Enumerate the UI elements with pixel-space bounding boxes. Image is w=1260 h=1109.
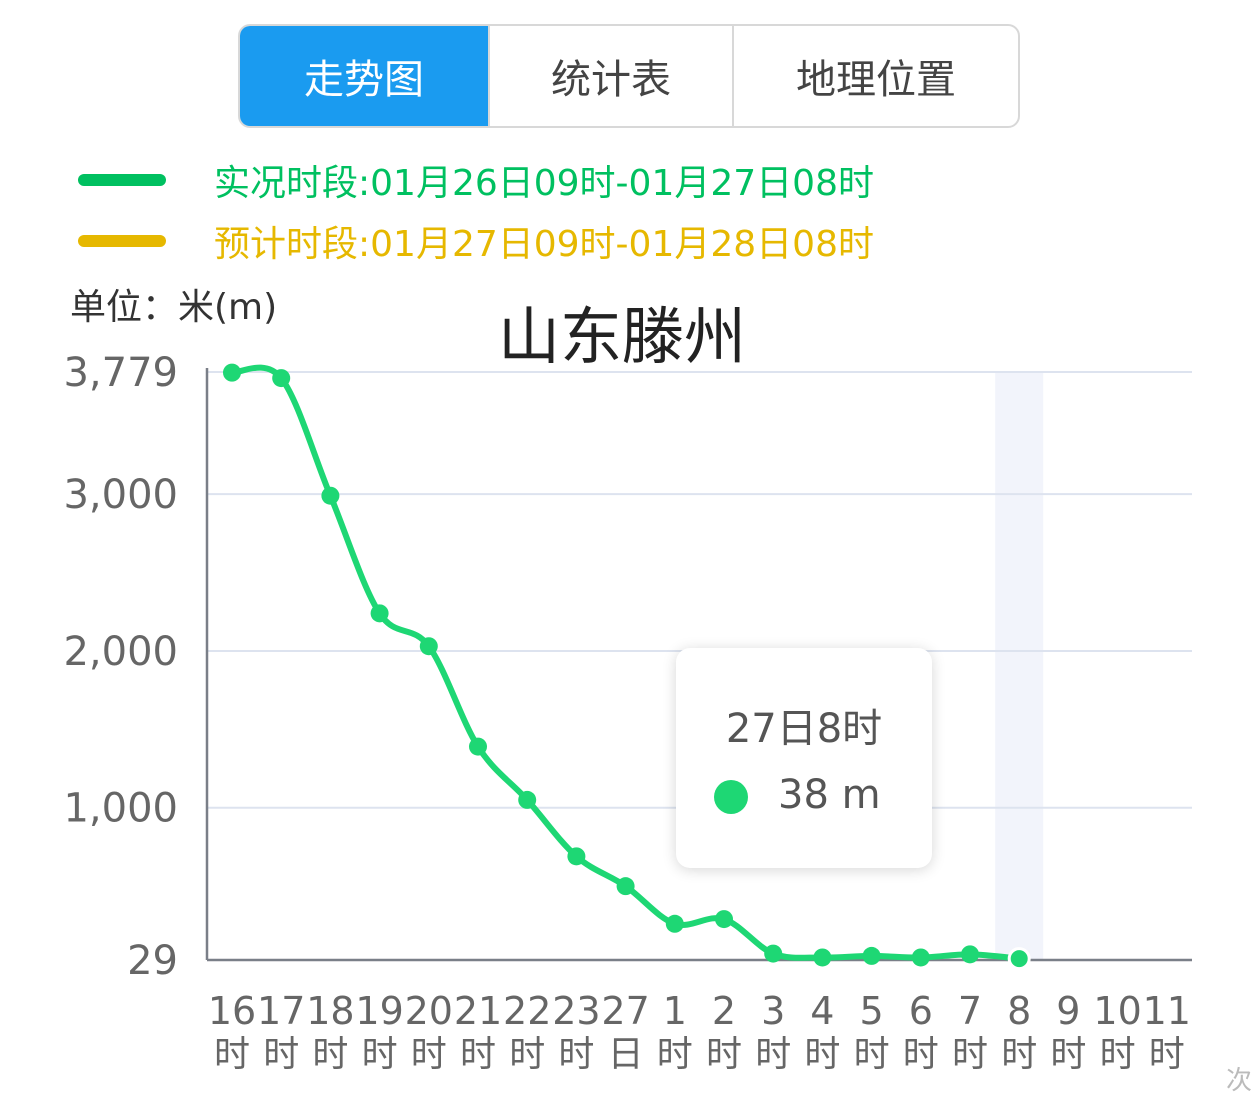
x-tick-label: 16 [208,989,256,1033]
tooltip-value: 38 m [778,772,881,818]
x-tick-unit-label: 时 [460,1034,496,1075]
x-tick-label: 19 [355,989,403,1033]
x-tick-label: 17 [257,989,305,1033]
x-tick-unit-label: 时 [854,1034,890,1075]
x-tick-label: 22 [503,989,551,1033]
x-tick-label: 18 [306,989,354,1033]
x-tick-unit-label: 时 [1149,1034,1185,1075]
data-point [321,486,340,505]
data-point [911,948,930,967]
legend-item-forecast[interactable]: 预计时段:01月27日09时-01月28日08时 [78,213,874,269]
x-tick-unit-label: 时 [952,1034,988,1075]
legend-text-observed: 实况时段:01月26日09时-01月27日08时 [214,163,874,204]
view-tabs: 走势图 统计表 地理位置 [238,24,1020,128]
y-tick-label: 1,000 [63,786,178,832]
x-tick-unit-label: 时 [903,1034,939,1075]
data-point [616,877,635,896]
x-tick-label: 23 [552,989,600,1033]
x-tick-unit-label: 时 [657,1034,693,1075]
x-tick-label: 5 [860,989,884,1033]
data-point [715,910,733,929]
data-point [665,914,684,933]
data-points [223,363,1031,971]
x-tick-label: 2 [712,989,736,1033]
x-tick-label: 8 [1007,989,1031,1033]
data-point [1007,947,1031,971]
legend-swatch-observed [78,174,166,186]
data-point [813,948,832,967]
x-tick-unit-label: 时 [804,1034,840,1075]
y-tick-label: 3,779 [63,350,178,396]
x-tick-unit-label: 时 [509,1034,545,1075]
data-point [370,604,389,623]
y-tick-label: 2,000 [63,629,178,675]
legend-item-observed[interactable]: 实况时段:01月26日09时-01月27日08时 [78,152,874,208]
x-tick-unit-label: 时 [1100,1034,1136,1075]
x-tick-label: 7 [958,989,982,1033]
data-point [272,369,291,388]
y-tick-label: 3,000 [63,472,178,518]
watermark-text: 次 [1226,1066,1253,1096]
data-point [862,946,881,965]
tab-trend-chart[interactable]: 走势图 [240,26,488,126]
highlight-band [995,372,1044,960]
x-tick-unit-label: 时 [263,1034,299,1075]
tooltip-dot-icon [714,780,748,814]
data-point [419,637,438,656]
x-tick-label: 9 [1056,989,1080,1033]
x-tick-label: 10 [1093,989,1141,1033]
tab-statistics-table[interactable]: 统计表 [488,26,732,126]
x-tick-unit-label: 时 [1001,1034,1037,1075]
data-point [764,944,783,963]
x-tick-label: 27 [601,989,649,1033]
legend-text-forecast: 预计时段:01月27日09时-01月28日08时 [214,224,874,265]
x-tick-label: 4 [810,989,834,1033]
y-tick-label: 29 [127,938,178,984]
data-tooltip: 27日8时 38 m [676,648,932,868]
data-point [567,847,586,866]
x-tick-label: 3 [761,989,785,1033]
x-tick-unit-label: 时 [1050,1034,1086,1075]
x-tick-label: 6 [909,989,933,1033]
data-point [469,737,487,756]
x-tick-unit-label: 时 [312,1034,348,1075]
data-point [223,363,241,382]
x-tick-unit-label: 时 [214,1034,250,1075]
data-point [518,790,537,809]
x-tick-unit-label: 时 [706,1034,742,1075]
x-tick-unit-label: 时 [411,1034,447,1075]
x-tick-unit-label: 时 [362,1034,398,1075]
x-tick-label: 1 [663,989,687,1033]
tooltip-title: 27日8时 [725,706,883,752]
x-tick-unit-label: 时 [755,1034,791,1075]
tab-geo-location[interactable]: 地理位置 [732,26,1018,126]
x-tick-label: 20 [405,989,453,1033]
legend-swatch-forecast [78,235,166,247]
x-tick-labels: 16时17时18时19时20时21时22时23时27日1时2时3时4时5时6时7… [208,989,1191,1075]
chart-title: 山东滕州 [498,300,747,373]
x-tick-unit-label: 时 [558,1034,594,1075]
data-point [961,945,979,964]
x-tick-unit-label: 日 [608,1034,644,1075]
y-tick-labels: 29 1,000 2,000 3,000 3,779 [63,350,178,984]
x-tick-label: 21 [454,989,502,1033]
x-tick-label: 11 [1143,989,1191,1033]
y-axis-unit-label: 单位：米(m) [70,287,278,328]
